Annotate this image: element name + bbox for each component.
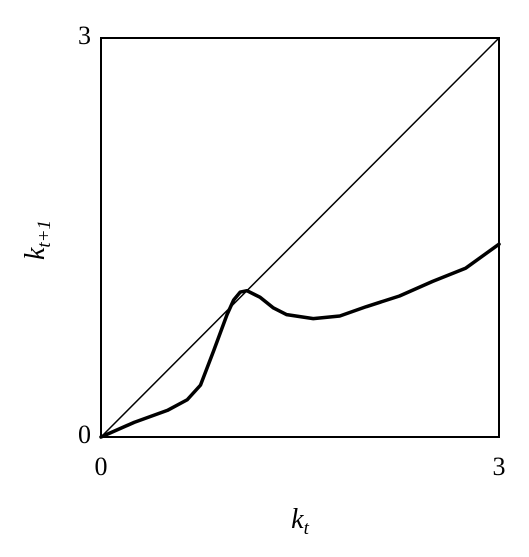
x-label-base: k bbox=[291, 504, 304, 535]
line bbox=[100, 37, 500, 438]
x-axis-label: kt bbox=[291, 504, 309, 539]
y-tick-label: 0 bbox=[78, 420, 91, 449]
line bbox=[99, 242, 501, 439]
y-label-sub: t+1 bbox=[34, 220, 55, 248]
x-tick-label: 3 bbox=[493, 452, 506, 481]
x-label-sub: t bbox=[304, 518, 310, 539]
y-tick-label: 3 bbox=[78, 21, 91, 50]
x-tick-label: 0 bbox=[95, 452, 108, 481]
y-axis-label: kt+1 bbox=[20, 220, 55, 260]
y-label-base: k bbox=[20, 247, 51, 260]
plot-frame bbox=[100, 37, 500, 438]
